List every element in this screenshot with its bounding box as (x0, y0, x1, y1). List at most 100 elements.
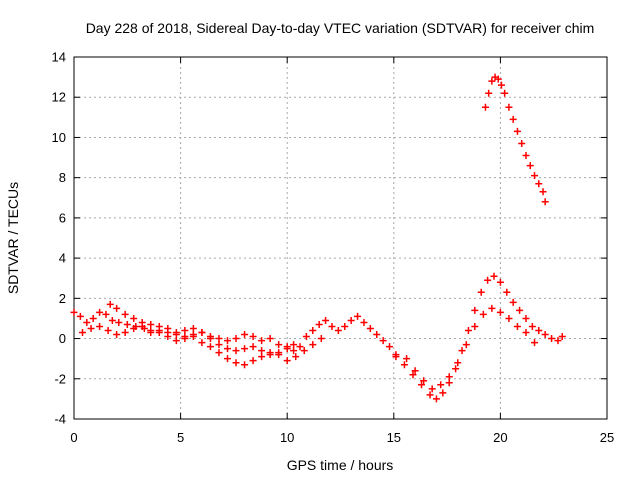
data-point (528, 322, 536, 330)
data-point (513, 127, 521, 135)
data-point (420, 377, 428, 385)
data-point (309, 341, 317, 349)
data-point (347, 316, 355, 324)
data-point (206, 343, 214, 351)
data-point (497, 81, 505, 89)
y-axis-label: SDTVAR / TECUs (5, 182, 21, 294)
series-trace-4 (392, 272, 566, 403)
data-point (411, 367, 419, 375)
data-point (96, 308, 104, 316)
data-point (224, 337, 232, 345)
data-point (189, 325, 197, 332)
data-point (290, 341, 298, 349)
data-point (522, 314, 530, 322)
y-tick-label: -4 (54, 412, 66, 427)
data-point (113, 331, 121, 339)
data-point (462, 341, 470, 349)
x-tick-label: 25 (600, 430, 614, 445)
data-series (70, 73, 566, 403)
data-point (513, 322, 521, 330)
data-point (249, 357, 257, 365)
data-point (317, 335, 325, 343)
data-point (155, 329, 163, 337)
y-tick-label: -2 (54, 371, 66, 386)
data-point (138, 318, 146, 326)
data-point (509, 298, 517, 306)
data-point (241, 331, 249, 339)
y-tick-label: 12 (52, 90, 66, 105)
data-point (241, 345, 249, 353)
data-point (147, 320, 155, 328)
data-point (432, 395, 440, 403)
data-point (541, 331, 549, 339)
data-point (531, 172, 539, 180)
data-point (439, 389, 447, 397)
y-tick-label: 8 (59, 170, 66, 185)
data-point (328, 322, 336, 330)
data-point (266, 351, 274, 359)
x-tick-label: 5 (177, 430, 184, 445)
data-point (558, 333, 566, 341)
data-point (488, 77, 496, 85)
series-trace-2 (79, 322, 325, 369)
data-point (354, 312, 362, 320)
data-point (113, 304, 121, 312)
data-point (121, 329, 129, 337)
data-point (290, 347, 298, 355)
data-point (403, 355, 411, 363)
data-point (296, 343, 304, 351)
data-point (445, 379, 453, 387)
data-point (224, 345, 232, 353)
data-point (548, 335, 556, 343)
data-point (215, 349, 223, 357)
data-point (477, 288, 485, 296)
data-point (215, 335, 223, 343)
data-point (479, 310, 487, 318)
data-point (181, 335, 189, 343)
x-tick-label: 0 (70, 430, 77, 445)
data-point (516, 306, 524, 314)
chart-title: Day 228 of 2018, Sidereal Day-to-day VTE… (86, 20, 595, 36)
data-point (341, 322, 349, 330)
data-point (108, 316, 116, 324)
series-trace-6 (481, 73, 549, 206)
data-point (83, 318, 91, 326)
data-point (490, 272, 498, 280)
data-point (206, 335, 214, 343)
data-point (366, 325, 374, 332)
data-point (102, 310, 110, 318)
data-point (96, 322, 104, 330)
data-point (241, 361, 249, 369)
data-point (494, 75, 502, 83)
plot-frame (73, 56, 608, 420)
data-point (258, 337, 266, 345)
data-point (554, 337, 562, 345)
data-point (535, 180, 543, 188)
data-point (87, 325, 95, 332)
data-point (379, 337, 387, 345)
data-point (526, 162, 534, 170)
data-point (79, 329, 87, 337)
data-point (400, 361, 408, 369)
data-point (104, 327, 112, 335)
y-tick-label: 0 (59, 331, 66, 346)
data-point (164, 333, 172, 341)
data-point (522, 152, 530, 160)
data-point (198, 339, 206, 347)
data-point (275, 341, 283, 349)
data-point (481, 103, 489, 111)
data-point (496, 278, 504, 286)
data-point (509, 115, 517, 123)
data-point (518, 139, 526, 147)
data-point (258, 347, 266, 355)
data-point (386, 343, 394, 351)
data-point (292, 353, 300, 361)
data-point (70, 308, 78, 316)
data-point (501, 89, 509, 97)
data-point (189, 333, 197, 341)
data-point (130, 314, 138, 322)
data-point (522, 329, 530, 337)
data-point (315, 320, 323, 328)
